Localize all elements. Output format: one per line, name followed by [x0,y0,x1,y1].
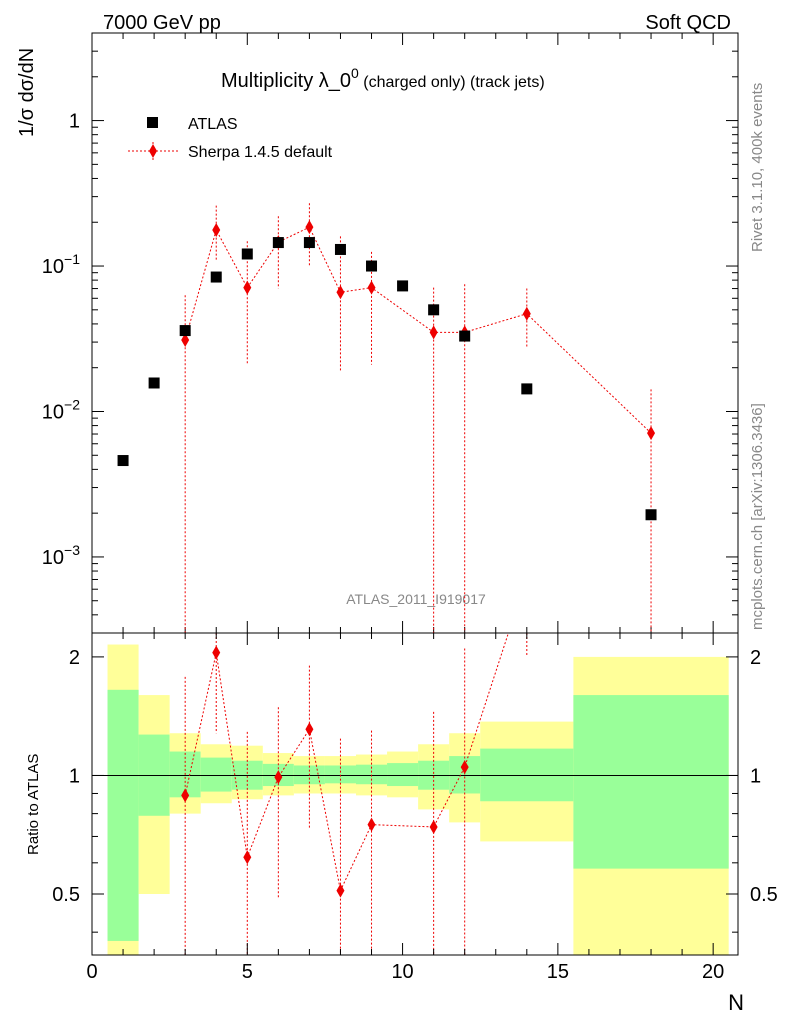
ratio-ytick-label-left: 2 [69,647,80,669]
legend: ATLAS Sherpa 1.4.5 default [128,116,333,161]
ratio-point [367,817,376,832]
mcplots-label: mcplots.cern.ch [arXiv:1306.3436] [749,403,766,630]
energy-label: 7000 GeV pp [103,12,221,34]
ratio-xtick-label: 10 [391,961,413,983]
top-ytick-label: 10−2 [42,396,80,423]
atlas-point [645,509,657,521]
ratio-point [243,850,252,865]
sherpa-point [429,325,438,340]
top-ylabel: 1/σ dσ/dN [16,48,38,137]
atlas-point [241,248,253,260]
legend-label-sherpa: Sherpa 1.4.5 default [188,144,333,161]
green-band [387,763,419,787]
ratio-plot-frame [91,632,739,956]
green-band [107,689,139,941]
top-ytick-base: 10 [42,401,64,423]
green-band [480,748,574,802]
sherpa-point [367,280,376,295]
top-ytick-base: 10 [42,256,64,278]
legend-label-atlas: ATLAS [188,116,238,133]
sherpa-point [336,285,345,300]
ratio-axis-ticks: 0.5 0.51 12 20 5 10 15 20 [52,633,778,983]
green-band [573,695,729,869]
atlas-point [303,237,315,249]
green-band [324,765,356,784]
ratio-ytick-label-right: 1 [750,765,761,787]
ratio-uncertainty-bands [107,644,729,955]
sherpa-point [522,306,531,321]
process-label: Soft QCD [645,12,731,34]
sherpa-connecting-line [184,226,652,434]
plot-title-main: Multiplicity λ_0 [221,70,351,92]
top-atlas-series [117,237,657,521]
atlas-point [366,260,378,272]
atlas-point [334,243,346,255]
sherpa-point [243,280,252,295]
ratio-point [336,883,345,898]
top-sherpa-series [181,203,656,633]
sherpa-point [212,222,221,237]
ratio-xlabel: N [728,990,744,1015]
analysis-watermark: ATLAS_2011_I919017 [346,591,486,607]
top-ytick-exp: −2 [64,396,80,412]
top-axis-ticks: 10−310−210−11 [42,32,738,634]
plot-title-suffix: (charged only) (track jets) [359,74,545,91]
ratio-xtick-label: 15 [547,961,569,983]
ratio-ytick-label-right: 0.5 [750,884,778,906]
ratio-point [181,788,190,803]
sherpa-point [181,333,190,348]
ratio-xtick-label: 20 [702,961,724,983]
rivet-label: Rivet 3.1.10, 400k events [749,83,766,252]
ratio-point [460,760,469,775]
ratio-xtick-label: 0 [86,961,97,983]
atlas-point [397,280,409,292]
sherpa-point [305,220,314,235]
ratio-xtick-label: 5 [242,961,253,983]
ratio-ytick-label-right: 2 [750,647,761,669]
sherpa-point [647,426,656,441]
green-band [200,757,232,792]
top-ytick-label: 10−1 [42,251,80,278]
ratio-ylabel: Ratio to ATLAS [25,754,42,855]
top-ytick-exp: −3 [64,542,80,558]
ratio-point [274,770,283,785]
atlas-point [210,271,222,283]
atlas-point [148,377,160,389]
ratio-connecting-line [184,633,509,893]
ratio-point [305,722,314,737]
legend-marker-atlas [147,117,158,128]
ratio-ytick-label-left: 0.5 [52,884,80,906]
atlas-point [428,304,440,316]
top-ytick-exp: −1 [64,251,80,267]
top-ytick-label: 10−3 [42,542,80,569]
atlas-point [459,330,471,342]
legend-marker-sherpa [149,144,157,158]
ratio-point [429,819,438,834]
plot-title-sup: 0 [351,65,359,81]
atlas-point [117,455,129,467]
ratio-point [212,645,221,660]
top-ytick-base: 10 [42,547,64,569]
atlas-point [179,325,191,337]
atlas-point [272,237,284,249]
green-band [355,764,388,785]
plot-title: Multiplicity λ_00 (charged only) (track … [221,65,545,92]
ratio-sherpa-clipped [181,633,528,955]
top-ytick-base: 1 [69,111,80,133]
atlas-point [521,383,533,395]
top-ytick-label: 1 [69,111,80,133]
ratio-ytick-label-left: 1 [69,765,80,787]
ratio-sherpa-series [181,633,528,955]
